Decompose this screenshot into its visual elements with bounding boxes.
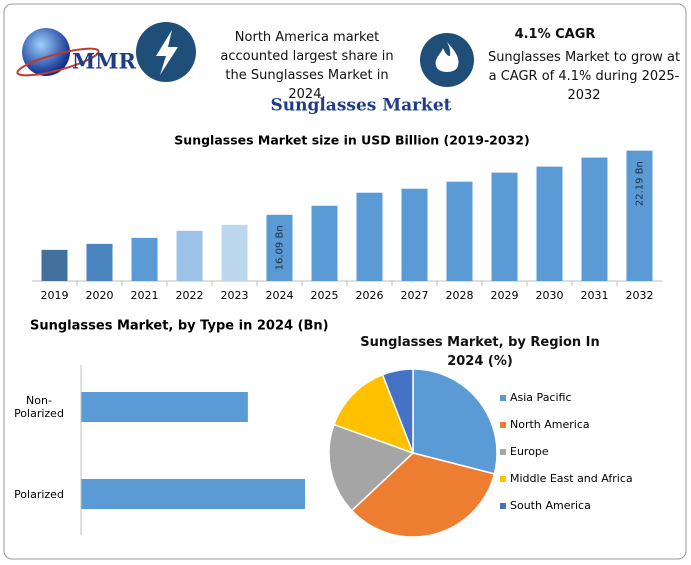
x-tick-label: 2030 <box>536 289 564 302</box>
chart-title: Sunglasses Market size in USD Billion (2… <box>174 133 529 148</box>
frame <box>3 3 687 560</box>
bar <box>581 157 608 281</box>
x-tick-label: 2019 <box>41 289 69 302</box>
legend-swatch <box>500 449 506 455</box>
callout-1: North America market accounted largest s… <box>220 30 394 102</box>
logo-text: MMR <box>72 49 136 74</box>
x-tick-label: 2020 <box>86 289 114 302</box>
legend-swatch <box>500 503 506 509</box>
legend-swatch <box>500 395 506 401</box>
bar <box>41 249 68 281</box>
bar <box>81 479 305 509</box>
page-title: Sunglasses Market <box>270 96 451 116</box>
legend-label: Asia Pacific <box>510 391 572 404</box>
bar <box>356 192 383 281</box>
x-tick-label: 2021 <box>131 289 159 302</box>
bar <box>401 188 428 281</box>
x-tick-label: 2032 <box>626 289 654 302</box>
y-tick-label: Polarized <box>14 487 64 501</box>
x-tick-label: 2029 <box>491 289 519 302</box>
bar <box>266 214 293 281</box>
legend-swatch <box>500 476 506 482</box>
x-tick-label: 2027 <box>401 289 429 302</box>
bar <box>131 237 158 281</box>
legend-label: South America <box>510 499 591 512</box>
bolt <box>156 30 178 75</box>
bar <box>626 150 653 281</box>
bar <box>86 243 113 281</box>
bar <box>221 224 248 281</box>
pie-slice <box>381 368 414 454</box>
logo-globe <box>22 28 70 76</box>
pie-slice <box>333 373 415 455</box>
x-tick-label: 2026 <box>356 289 384 302</box>
value-label: 22.19 Bn <box>635 161 646 206</box>
x-tick-label: 2023 <box>221 289 249 302</box>
callout-2: Sunglasses Market to grow at a CAGR of 4… <box>487 50 681 103</box>
x-tick-label: 2031 <box>581 289 609 302</box>
legend-label: North America <box>510 418 590 431</box>
pie-slice <box>350 452 496 538</box>
y-tick-label: Non-Polarized <box>14 394 64 420</box>
bar <box>536 166 563 281</box>
x-tick-label: 2028 <box>446 289 474 302</box>
bar <box>176 230 203 281</box>
flame <box>435 42 459 72</box>
pie-slice <box>412 368 498 475</box>
bar <box>81 392 248 422</box>
legend-label: Europe <box>510 445 549 458</box>
callout-2-title: 4.1% CAGR <box>514 27 596 42</box>
value-label: 16.09 Bn <box>275 225 286 270</box>
chart-title: Sunglasses Market, by Type in 2024 (Bn) <box>30 319 329 334</box>
legend-label: Middle East and Africa <box>510 472 633 485</box>
x-tick-label: 2025 <box>311 289 339 302</box>
x-tick-label: 2022 <box>176 289 204 302</box>
pie-title: Sunglasses Market, by Region In 2024 (%) <box>360 335 600 369</box>
bar <box>311 205 338 281</box>
legend-swatch <box>500 422 506 428</box>
bar <box>491 172 518 281</box>
bar <box>446 181 473 281</box>
logo-swoosh <box>16 47 100 77</box>
x-tick-label: 2024 <box>266 289 294 302</box>
